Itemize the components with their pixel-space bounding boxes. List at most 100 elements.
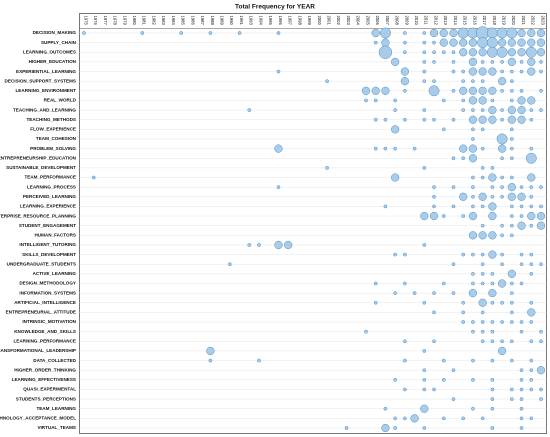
bubble [412, 291, 417, 295]
bubble [471, 204, 475, 209]
row-label: TEAM_COHESION [36, 136, 77, 141]
bubble [432, 60, 436, 64]
bubble [519, 368, 524, 373]
bubble [507, 115, 516, 124]
bubble [228, 262, 232, 267]
bubble [420, 211, 429, 221]
bubble [529, 262, 534, 267]
x-tick-label: 1975 [83, 16, 88, 26]
bubble [500, 233, 504, 238]
bubble [509, 79, 514, 84]
bubble [509, 291, 514, 295]
bubble [439, 38, 448, 47]
bubble [519, 88, 524, 93]
bubble [519, 426, 524, 430]
bubble [500, 117, 504, 122]
bubble [519, 252, 524, 257]
bubble [422, 108, 427, 112]
bubble [403, 50, 407, 55]
x-tick-label: 2008 [395, 16, 400, 26]
bubble [519, 69, 524, 74]
bubble [527, 38, 536, 47]
bubble [383, 204, 388, 209]
bubble [381, 86, 390, 95]
bubble [364, 98, 368, 103]
bubble [432, 387, 436, 392]
bubble [527, 57, 536, 67]
bubble [373, 281, 378, 286]
row-label: ACTIVE_LEARNING [33, 271, 77, 276]
x-tick-label: 1983 [161, 16, 166, 26]
bubble [477, 37, 489, 49]
bubble [500, 108, 504, 112]
bubble [490, 60, 495, 64]
x-tick-label: 2006 [375, 16, 380, 26]
bubble [429, 28, 439, 38]
row-label: LEARNING_OUTCOMES [23, 49, 76, 54]
row-label: INTRINSIC_MOTIVATION [22, 319, 76, 324]
bubble [478, 67, 487, 76]
bubble [539, 397, 543, 401]
bubble [509, 358, 514, 363]
bubble [490, 166, 495, 170]
row-label: LEARNING_EXPERIENCE [20, 204, 76, 209]
bubble [468, 211, 478, 221]
row-label: DESIGN_METHODOLOGY [19, 281, 76, 286]
bubble [480, 146, 485, 151]
bubble [461, 214, 466, 218]
bubble [486, 46, 498, 58]
bubble [480, 127, 485, 132]
bubble [488, 67, 497, 76]
bubble [490, 98, 495, 103]
bubble [529, 300, 534, 305]
bubble [509, 156, 514, 161]
bubble [529, 252, 534, 257]
bubble [422, 368, 427, 373]
bubble [507, 48, 516, 57]
bubble [451, 368, 456, 373]
bubble [461, 98, 466, 103]
bubble [507, 57, 516, 67]
x-tick-label: 1984 [171, 16, 176, 26]
x-tick-label: 2021 [521, 16, 526, 26]
bubble [459, 38, 468, 47]
bubble [432, 339, 436, 344]
bubble [471, 175, 475, 180]
bubble [451, 60, 456, 64]
bubble [480, 166, 485, 170]
bubble [529, 185, 534, 189]
bubble [490, 387, 495, 392]
bubble [422, 60, 427, 64]
bubble [373, 146, 378, 151]
bubble [393, 108, 397, 112]
bubble [478, 96, 487, 105]
bubble [529, 320, 534, 324]
bubble [247, 108, 252, 112]
bubble [208, 358, 213, 363]
bubble [536, 28, 546, 38]
bubble [471, 108, 475, 112]
x-tick-label: 1996 [278, 16, 283, 26]
row-label: EXPERIENTIAL_LEARNING [16, 69, 76, 74]
bubble [509, 175, 514, 180]
bubble [496, 46, 508, 58]
bubble [471, 252, 475, 257]
row-label: TEAM_LEARNING [36, 406, 76, 411]
row-label: PERCEIVED_LEARNING [23, 194, 77, 199]
x-tick-label: 2002 [336, 16, 341, 26]
row-label: LEARNING_EFFECTIVENESS [12, 377, 76, 382]
bubble [480, 175, 485, 180]
bubble [391, 173, 400, 182]
bubble [488, 105, 497, 115]
bubble [519, 60, 524, 64]
bubble [274, 240, 283, 250]
bubble [468, 154, 478, 163]
bubble [371, 28, 380, 38]
bubble [461, 156, 466, 161]
bubble [539, 339, 543, 344]
bubble [422, 31, 427, 35]
bubble [497, 77, 507, 86]
x-tick-label: 1991 [239, 16, 244, 26]
bubble [478, 298, 487, 307]
bubble [480, 329, 485, 334]
